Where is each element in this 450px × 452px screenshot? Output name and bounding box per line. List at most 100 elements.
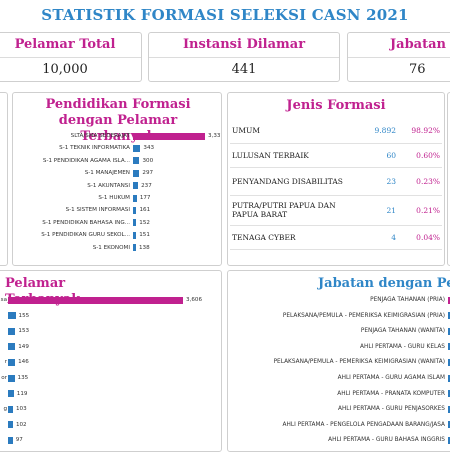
bar-label: S-1 PENDIDIKAN AGAMA ISLA... xyxy=(42,157,130,164)
bar xyxy=(8,421,13,429)
bar-label: S-1 PENDIDIKAN BAHASA ING... xyxy=(42,219,130,226)
bar-label: S-1 TEKNIK INFORMATIKA xyxy=(59,145,130,152)
bar xyxy=(8,436,13,444)
bar xyxy=(133,219,137,227)
bar xyxy=(8,390,14,398)
bar xyxy=(133,244,136,252)
panel-title: Jenis Formasi xyxy=(286,98,386,113)
kpi-label: Instansi Dilamar xyxy=(149,33,339,58)
instansi-panel: Pelamar Terbanyak sa3,606155153149r146or… xyxy=(0,270,222,452)
jabatan-label: PELAKSANA/PEMULA - PEMERIKSA KEIMIGRASIA… xyxy=(273,359,445,366)
bar-label: sa xyxy=(0,297,7,303)
jenis-label: PENYANDANG DISABILITAS xyxy=(230,167,354,196)
bar xyxy=(8,312,16,320)
bar-value: 119 xyxy=(16,390,28,397)
right-panel-stub xyxy=(447,92,450,266)
bar xyxy=(8,343,16,351)
bar xyxy=(133,169,140,177)
bar-label: S-1 EKONOMI xyxy=(92,244,130,251)
kpi-label: Jabatan Di xyxy=(348,33,450,58)
bar xyxy=(133,144,141,152)
bar xyxy=(133,182,139,190)
bar xyxy=(448,312,450,320)
left-panel-stub xyxy=(0,92,8,266)
bar-value: 138 xyxy=(138,244,150,251)
kpi-value: 10,000 xyxy=(42,62,88,77)
jenis-row: UMUM 9.892 98.92% xyxy=(230,119,442,144)
bar-value: 300 xyxy=(142,157,154,164)
jabatan-label: AHLI PERTAMA - GURU BAHASA INGGRIS xyxy=(328,437,445,444)
jenis-count: 9.892 xyxy=(354,119,398,144)
bar xyxy=(133,206,137,214)
bar-value: 3,606 xyxy=(186,297,203,303)
kpi-pelamar-total: Pelamar Total 10,000 xyxy=(0,32,142,82)
panel-title: Jabatan dengan Pel xyxy=(318,276,450,291)
bar-value: 161 xyxy=(139,207,151,214)
kpi-value: 76 xyxy=(409,62,426,77)
jenis-row: PENYANDANG DISABILITAS 23 0.23% xyxy=(230,167,442,196)
jenis-pct: 98.92% xyxy=(398,119,442,144)
bar xyxy=(448,405,450,413)
bar-value: 151 xyxy=(139,232,150,239)
bar-label: S-1 AKUNTANSI xyxy=(87,182,130,189)
bar xyxy=(448,421,450,429)
bar xyxy=(448,327,450,335)
bar-value: 153 xyxy=(18,328,30,335)
bar-value: 97 xyxy=(15,437,23,444)
bar-value: 103 xyxy=(15,406,27,413)
bar-value: 152 xyxy=(139,219,150,226)
bar-value: 343 xyxy=(143,145,155,152)
bar xyxy=(8,327,16,335)
jabatan-label: AHLI PERTAMA - GURU AGAMA ISLAM xyxy=(337,375,445,381)
bar-value: 102 xyxy=(15,421,27,428)
jenis-pct: 0.23% xyxy=(398,167,442,196)
jabatan-label: AHLI PERTAMA - PRANATA KOMPUTER xyxy=(337,390,445,397)
jenis-formasi-panel: Jenis Formasi UMUM 9.892 98.92% LULUSAN TER… xyxy=(227,92,445,266)
bar xyxy=(133,194,137,202)
bar-label: SLTA/SMA SEDERAJAT xyxy=(70,133,130,139)
jenis-pct: 0.60% xyxy=(398,143,442,168)
jabatan-label: AHLI PERTAMA - GURU PENJASORKES xyxy=(337,406,445,413)
bar xyxy=(448,343,450,351)
jenis-label: TENAGA CYBER xyxy=(230,225,354,250)
bar-label: S-1 SISTEM INFORMASI xyxy=(65,207,130,214)
jabatan-list: PENJAGA TAHANAN (PRIA) PELAKSANA/PEMULA -… xyxy=(228,295,450,451)
jabatan-label: PENJAGA TAHANAN (PRIA) xyxy=(370,297,445,303)
jenis-row: PUTRA/PUTRI PAPUA DAN PAPUA BARAT 21 0.21% xyxy=(230,195,442,226)
jabatan-label: PELAKSANA/PEMULA - PEMERIKSA KEIMIGRASIA… xyxy=(282,312,445,319)
kpi-jabatan: Jabatan Di 76 xyxy=(347,32,450,82)
bar xyxy=(133,132,205,140)
jenis-pct: 0.21% xyxy=(398,195,442,226)
jenis-formasi-table: UMUM 9.892 98.92% LULUSAN TERBAIK 60 0.60% PEN… xyxy=(230,119,442,250)
jenis-pct: 0.04% xyxy=(398,225,442,250)
bar-value: 135 xyxy=(17,375,29,381)
bar xyxy=(448,436,450,444)
bar xyxy=(8,405,13,413)
jabatan-label: AHLI PERTAMA - PENGELOLA PENGADAAN BARAN… xyxy=(282,421,445,428)
bar xyxy=(448,374,450,382)
kpi-value: 441 xyxy=(231,62,257,77)
jabatan-label: PENJAGA TAHANAN (WANITA) xyxy=(360,328,445,335)
jenis-count: 21 xyxy=(354,195,398,226)
instansi-bar-chart: sa 3,606 155 153 149 r 146 or 135 119 g 103 102 97 xyxy=(0,295,221,451)
jabatan-panel: Jabatan dengan Pel PENJAGA TAHANAN (PRIA… xyxy=(227,270,450,452)
bar xyxy=(8,374,15,382)
bar-value: 177 xyxy=(139,195,151,201)
kpi-instansi-dilamar: Instansi Dilamar 441 xyxy=(148,32,340,82)
bar-value: 3,337 xyxy=(208,133,221,139)
jenis-count: 23 xyxy=(354,167,398,196)
bar-value: 297 xyxy=(142,170,154,177)
pendidikan-bar-chart: SLTA/SMA SEDERAJAT 3,337 S-1 TEKNIK INFORM… xyxy=(13,131,221,261)
bar-value: 149 xyxy=(18,343,29,350)
jenis-count: 4 xyxy=(354,225,398,250)
bar-value: 155 xyxy=(18,312,30,319)
kpi-label: Pelamar Total xyxy=(0,33,141,58)
bar xyxy=(448,358,450,366)
jenis-count: 60 xyxy=(354,143,398,168)
jenis-row: TENAGA CYBER 4 0.04% xyxy=(230,225,442,250)
jenis-label: UMUM xyxy=(230,119,354,144)
pendidikan-panel: Pendidikan Formasi dengan Pelamar Terban… xyxy=(12,92,222,266)
bar-label: S-1 PENDIDIKAN GURU SEKOL... xyxy=(41,232,130,239)
bar xyxy=(133,157,140,165)
bar xyxy=(8,296,183,304)
